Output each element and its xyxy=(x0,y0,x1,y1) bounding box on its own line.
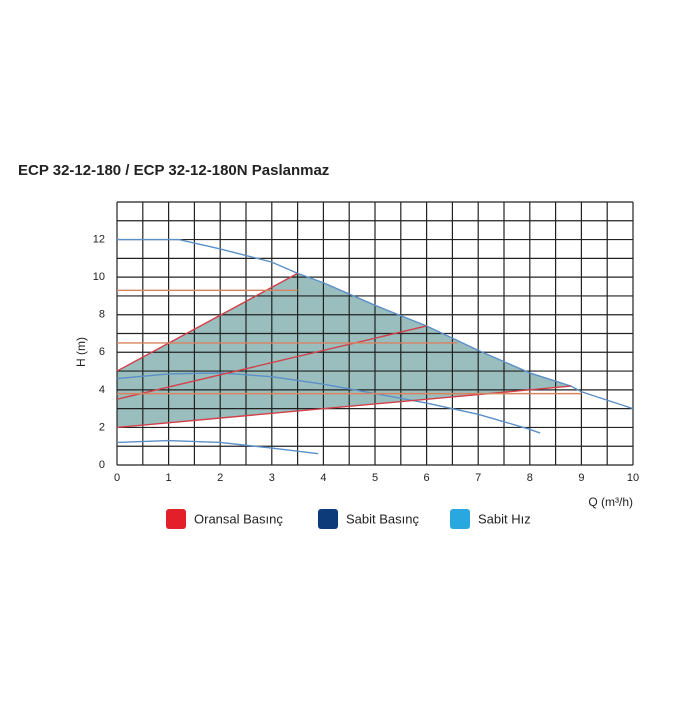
y-tick-label: 12 xyxy=(93,233,105,245)
y-tick-label: 0 xyxy=(99,459,105,471)
legend-label: Oransal Basınç xyxy=(194,511,283,526)
x-axis-title: Q (m³/h) xyxy=(588,495,633,509)
x-tick-label: 8 xyxy=(527,472,533,484)
y-axis-title: H (m) xyxy=(74,337,88,367)
x-tick-label: 9 xyxy=(578,472,584,484)
x-tick-label: 1 xyxy=(166,472,172,484)
legend-label: Sabit Basınç xyxy=(346,511,419,526)
x-tick-label: 6 xyxy=(424,472,430,484)
x-tick-label: 7 xyxy=(475,472,481,484)
x-tick-label: 0 xyxy=(114,472,120,484)
series-line xyxy=(116,372,541,434)
chart-title: ECP 32-12-180 / ECP 32-12-180N Paslanmaz xyxy=(18,162,329,179)
series-line xyxy=(116,325,427,400)
legend-swatch xyxy=(450,509,470,529)
y-tick-label: 6 xyxy=(99,346,105,358)
x-tick-label: 10 xyxy=(627,472,639,484)
legend-label: Sabit Hız xyxy=(478,511,531,526)
y-tick-label: 4 xyxy=(99,384,105,396)
y-tick-label: 8 xyxy=(99,309,105,321)
x-tick-label: 4 xyxy=(320,472,326,484)
legend-swatch xyxy=(318,509,338,529)
y-tick-label: 10 xyxy=(93,271,105,283)
x-tick-label: 5 xyxy=(372,472,378,484)
operating-area xyxy=(117,273,572,428)
series-line xyxy=(116,439,319,455)
x-tick-label: 2 xyxy=(217,472,223,484)
x-tick-label: 3 xyxy=(269,472,275,484)
y-tick-label: 2 xyxy=(99,421,105,433)
legend-swatch xyxy=(166,509,186,529)
